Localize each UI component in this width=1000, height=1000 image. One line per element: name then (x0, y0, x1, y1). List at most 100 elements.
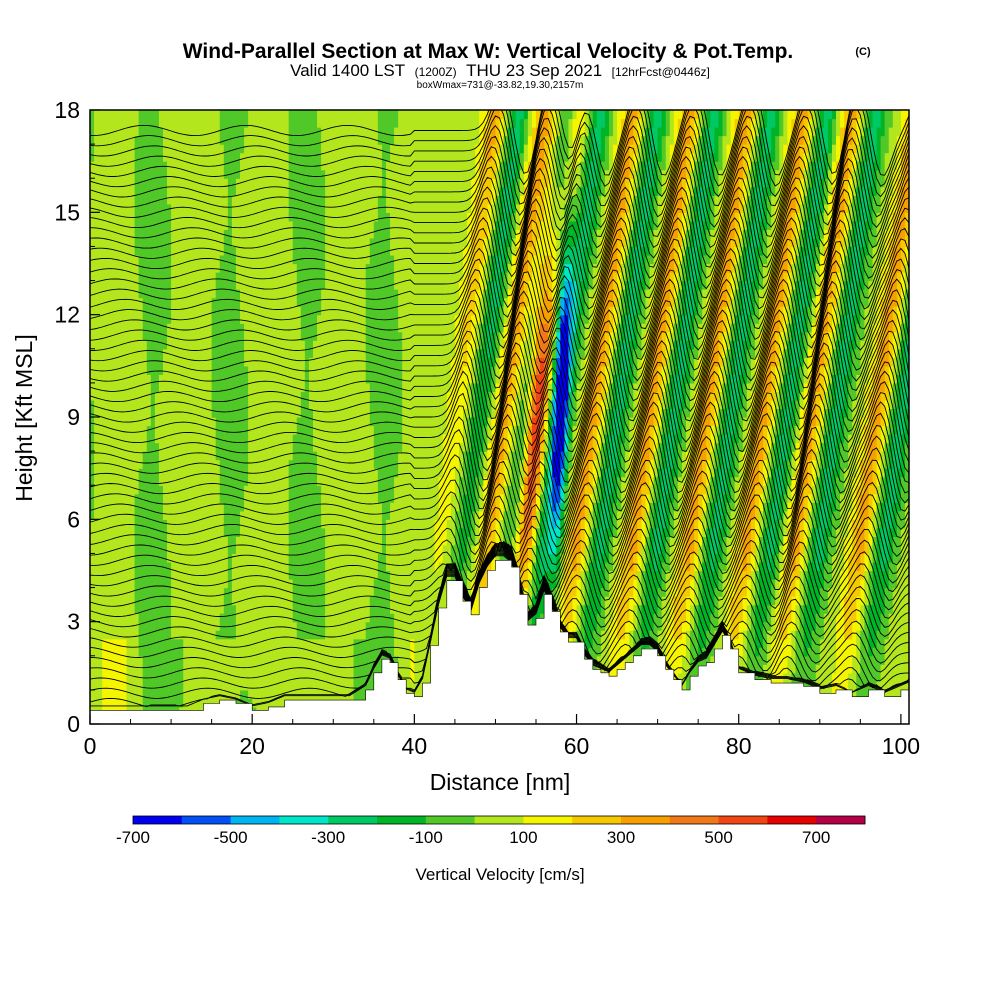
velocity-cell (361, 672, 367, 682)
velocity-cell (252, 306, 257, 316)
velocity-cell (171, 638, 176, 648)
velocity-cell (195, 237, 201, 248)
velocity-cell (349, 630, 355, 640)
velocity-cell (227, 110, 233, 120)
velocity-cell (353, 127, 359, 137)
velocity-cell (191, 357, 197, 367)
velocity-cell (126, 493, 132, 503)
velocity-cell (341, 553, 347, 563)
velocity-cell (365, 212, 371, 222)
velocity-cell (288, 220, 294, 230)
velocity-cell (146, 536, 152, 546)
velocity-cell (98, 493, 103, 503)
velocity-cell (126, 186, 132, 196)
velocity-cell (126, 195, 132, 205)
velocity-cell (90, 681, 95, 691)
velocity-cell (256, 485, 261, 495)
velocity-cell (264, 468, 269, 478)
velocity-cell (118, 348, 124, 358)
velocity-cell (162, 323, 168, 333)
velocity-cell (154, 689, 160, 700)
velocity-cell (207, 544, 213, 555)
velocity-cell (264, 630, 269, 640)
velocity-cell (211, 186, 217, 196)
velocity-cell (158, 536, 164, 546)
velocity-cell (321, 442, 326, 452)
velocity-cell (110, 348, 115, 358)
velocity-cell (280, 331, 286, 341)
velocity-cell (211, 374, 217, 384)
velocity-cell (256, 502, 261, 512)
velocity-cell (94, 161, 99, 171)
velocity-cell (317, 186, 322, 196)
velocity-cell (244, 502, 249, 512)
velocity-cell (235, 357, 241, 367)
velocity-cell (179, 135, 184, 145)
velocity-cell (207, 613, 213, 623)
velocity-cell (365, 127, 371, 137)
velocity-cell (252, 195, 257, 205)
velocity-cell (272, 161, 278, 171)
velocity-cell (296, 621, 302, 631)
velocity-cell (235, 135, 241, 145)
velocity-cell (150, 502, 156, 512)
velocity-cell (329, 272, 334, 282)
velocity-cell (199, 587, 205, 597)
velocity-cell (175, 459, 180, 469)
velocity-cell (313, 425, 318, 435)
velocity-cell (150, 365, 156, 375)
velocity-cell (361, 689, 367, 700)
velocity-cell (179, 638, 184, 648)
velocity-cell (276, 331, 282, 341)
velocity-cell (215, 502, 221, 512)
velocity-cell (231, 672, 237, 682)
velocity-cell (333, 161, 338, 171)
velocity-cell (256, 229, 261, 239)
velocity-cell (171, 664, 176, 674)
velocity-cell (337, 527, 342, 537)
velocity-cell (308, 118, 314, 128)
velocity-cell (248, 621, 253, 631)
velocity-cell (150, 425, 156, 435)
velocity-cell (321, 647, 326, 657)
velocity-cell (102, 408, 107, 418)
velocity-cell (231, 579, 237, 589)
velocity-cell (98, 689, 103, 700)
velocity-cell (272, 655, 278, 665)
velocity-cell (321, 348, 326, 358)
velocity-cell (313, 306, 318, 316)
velocity-cell (264, 237, 269, 248)
velocity-cell (345, 169, 351, 179)
velocity-cell (252, 203, 257, 213)
velocity-cell (146, 689, 152, 700)
velocity-cell (94, 476, 99, 486)
velocity-cell (118, 442, 124, 452)
velocity-cell (256, 382, 261, 393)
velocity-cell (268, 186, 274, 196)
velocity-cell (158, 178, 164, 188)
velocity-cell (244, 544, 249, 555)
velocity-cell (292, 118, 298, 128)
velocity-cell (321, 169, 326, 179)
velocity-cell (118, 570, 124, 580)
velocity-cell (248, 254, 253, 265)
velocity-cell (122, 272, 128, 282)
velocity-cell (94, 195, 99, 205)
velocity-cell (199, 417, 205, 427)
velocity-cell (203, 647, 209, 657)
velocity-cell (171, 220, 176, 230)
velocity-cell (231, 340, 237, 350)
velocity-cell (195, 681, 201, 691)
velocity-cell (345, 519, 351, 529)
velocity-cell (235, 502, 241, 512)
velocity-cell (167, 391, 172, 401)
velocity-cell (138, 689, 144, 700)
velocity-cell (207, 621, 213, 631)
velocity-cell (235, 434, 241, 444)
velocity-cell (215, 596, 221, 606)
velocity-cell (203, 365, 209, 375)
velocity-cell (272, 417, 278, 427)
velocity-cell (175, 178, 180, 188)
velocity-cell (223, 502, 229, 512)
velocity-cell (353, 459, 359, 469)
